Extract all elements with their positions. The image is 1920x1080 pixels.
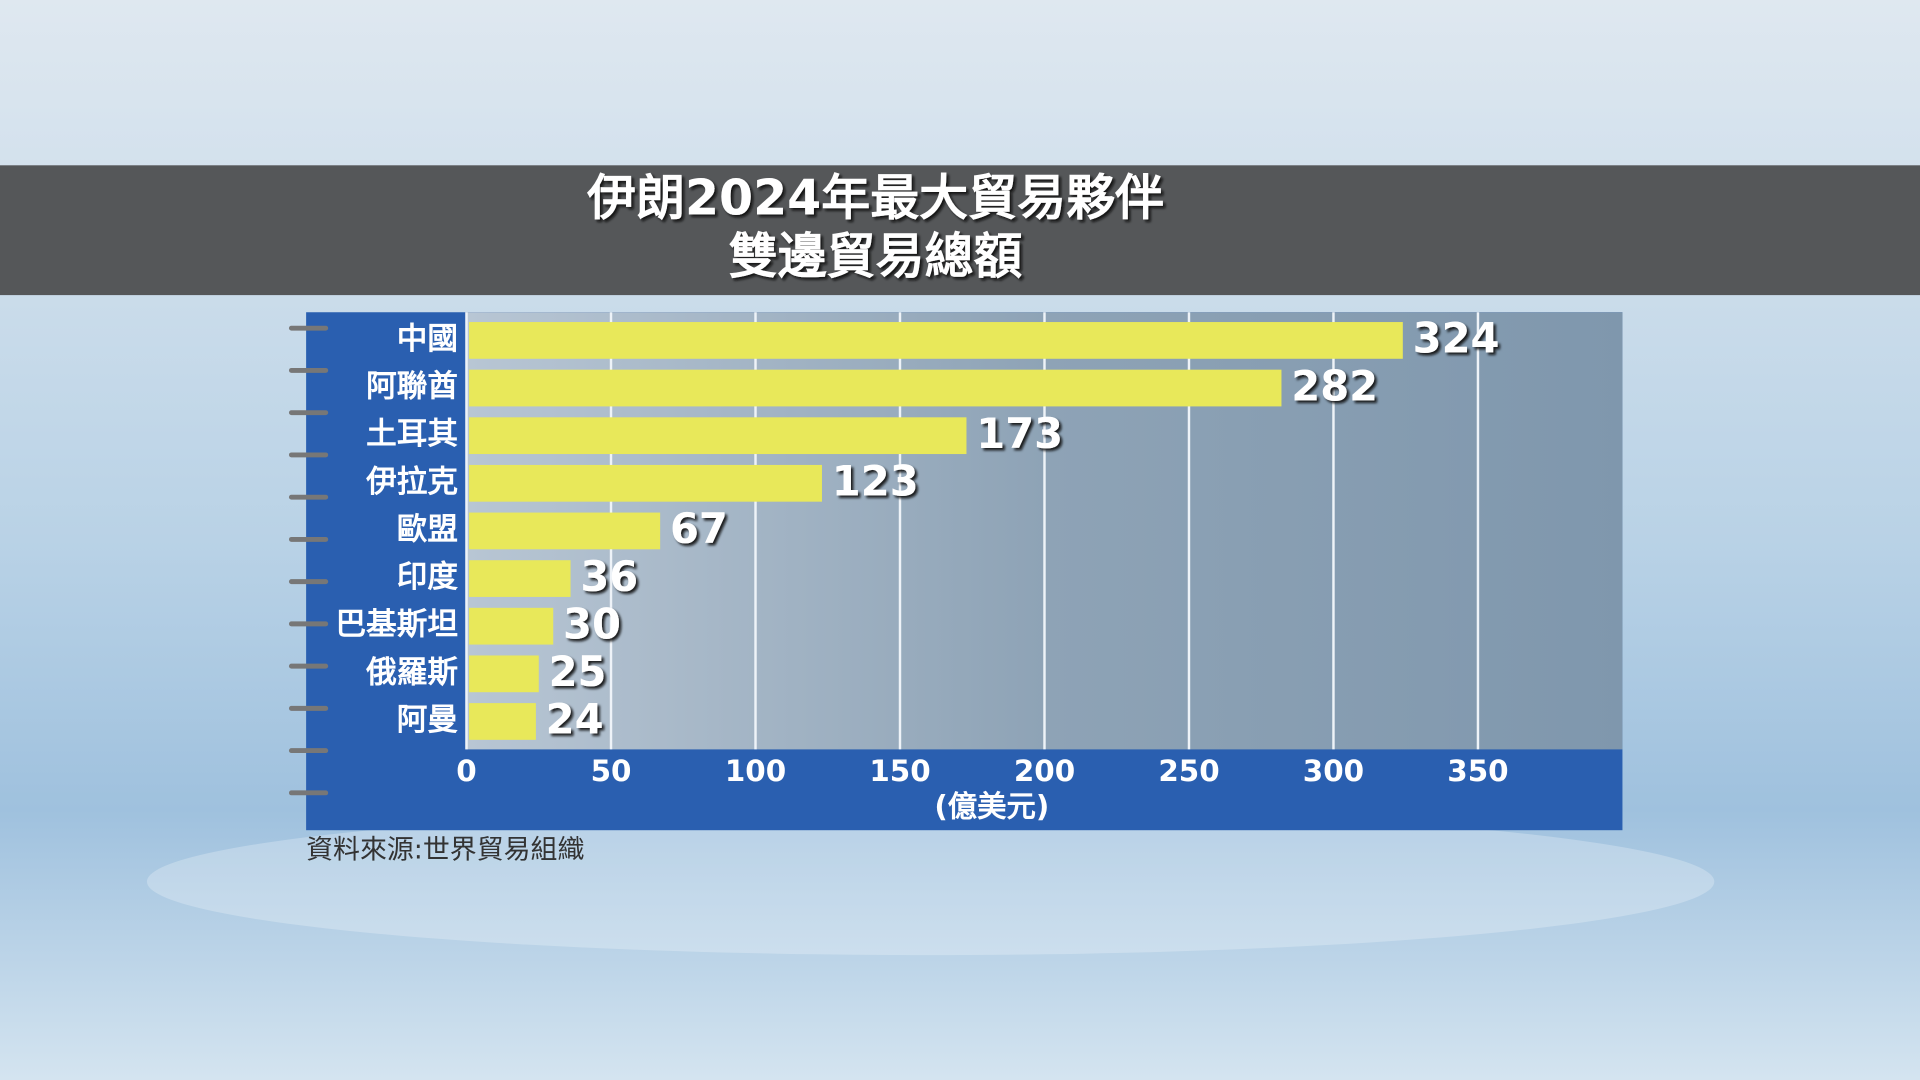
value-label: 36 bbox=[580, 552, 638, 601]
y-tick-label: 俄羅斯 bbox=[365, 655, 458, 690]
bar bbox=[468, 560, 571, 597]
bar bbox=[468, 703, 536, 740]
bar bbox=[468, 512, 661, 550]
x-axis-label: (億美元) bbox=[934, 790, 1049, 824]
y-tick-label: 印度 bbox=[397, 560, 459, 595]
x-tick-label: 250 bbox=[1158, 754, 1219, 788]
x-tick-label: 300 bbox=[1303, 754, 1364, 788]
bar bbox=[468, 607, 554, 645]
chart-subtitle: 雙邊貿易總額 bbox=[729, 228, 1023, 285]
bar bbox=[468, 655, 539, 693]
bar bbox=[468, 369, 1282, 407]
y-tick-label: 伊拉克 bbox=[365, 464, 458, 500]
value-label: 123 bbox=[832, 457, 919, 506]
y-tick-label: 阿聯酋 bbox=[366, 369, 458, 405]
source-note: 資料來源:世界貿易組織 bbox=[306, 835, 584, 866]
background-glow bbox=[146, 808, 1715, 956]
chart-title: 伊朗2024年最大貿易夥伴 bbox=[586, 169, 1164, 226]
bar bbox=[468, 322, 1403, 359]
y-tick-label: 土耳其 bbox=[366, 417, 458, 452]
y-tick-label: 歐盟 bbox=[397, 511, 458, 547]
y-tick-label: 巴基斯坦 bbox=[336, 608, 458, 643]
value-label: 324 bbox=[1413, 314, 1500, 363]
x-tick-label: 50 bbox=[591, 754, 632, 788]
x-tick-label: 200 bbox=[1014, 754, 1075, 788]
value-label: 282 bbox=[1291, 361, 1378, 410]
title-band bbox=[0, 165, 1920, 296]
bar bbox=[468, 417, 967, 455]
x-tick-label: 150 bbox=[869, 754, 930, 788]
y-tick-label: 阿曼 bbox=[397, 703, 459, 738]
value-label: 25 bbox=[549, 647, 607, 696]
value-label: 173 bbox=[976, 409, 1063, 458]
x-tick-label: 100 bbox=[725, 754, 786, 788]
x-tick-label: 0 bbox=[456, 754, 476, 788]
value-label: 24 bbox=[546, 695, 604, 744]
value-label: 30 bbox=[563, 599, 621, 648]
y-tick-label: 中國 bbox=[397, 322, 458, 357]
x-tick-label: 350 bbox=[1447, 754, 1508, 788]
value-label: 67 bbox=[670, 504, 728, 553]
bar bbox=[468, 464, 822, 502]
